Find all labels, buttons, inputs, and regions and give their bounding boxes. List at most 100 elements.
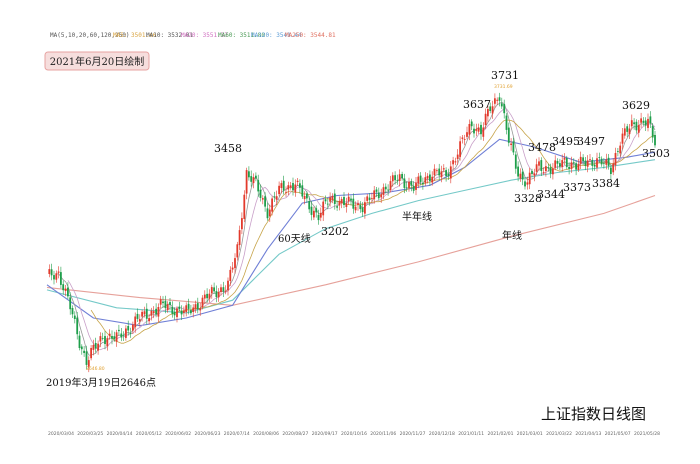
candle <box>607 154 610 170</box>
candle-body <box>187 303 190 309</box>
candle-body <box>132 324 134 331</box>
candle <box>308 196 311 213</box>
candle <box>463 134 466 146</box>
candle-body <box>640 118 642 123</box>
candle-body <box>642 120 645 123</box>
candle <box>238 225 241 251</box>
candle-body <box>542 172 545 173</box>
candle-body <box>285 191 287 193</box>
candle <box>514 151 517 174</box>
candle-body <box>78 335 81 348</box>
candle <box>57 266 60 279</box>
candle <box>101 332 104 341</box>
candle-body <box>533 173 536 176</box>
candle-body <box>155 308 157 315</box>
candle <box>71 305 74 318</box>
candle <box>596 152 598 172</box>
candle-body <box>456 154 459 159</box>
candle-body <box>92 345 95 350</box>
candle <box>442 164 445 173</box>
candle-body <box>183 310 185 313</box>
candle-body <box>491 106 494 114</box>
candle-body <box>287 185 290 190</box>
candle-body <box>180 310 183 315</box>
candle <box>245 167 248 200</box>
candle-body <box>605 159 608 165</box>
candle <box>500 97 503 109</box>
candle <box>484 108 487 130</box>
candle-body <box>213 287 215 292</box>
candle-body <box>125 328 127 338</box>
candle <box>424 172 427 186</box>
candle <box>375 187 378 198</box>
candle <box>278 181 280 197</box>
x-tick-label: 2020/07/14 <box>224 431 250 437</box>
candle <box>540 157 543 176</box>
ma20-line <box>90 119 656 344</box>
candle-body <box>241 218 243 230</box>
candle <box>264 192 266 212</box>
candle-body <box>152 311 155 313</box>
candle-body <box>596 158 598 168</box>
candle <box>203 290 206 304</box>
candle-body <box>586 160 589 167</box>
candle <box>452 156 454 170</box>
candle <box>194 300 197 313</box>
candle-body <box>528 172 531 185</box>
candle <box>491 100 494 119</box>
candle <box>234 253 236 274</box>
candle-body <box>97 343 99 351</box>
candle-body <box>401 174 403 179</box>
candle-body <box>364 202 366 214</box>
candle <box>633 118 635 130</box>
candle <box>183 306 185 317</box>
candle <box>352 193 355 214</box>
candle <box>229 266 232 286</box>
candle <box>60 266 62 289</box>
candle-body <box>591 159 594 166</box>
candle-body <box>600 158 603 165</box>
label-year-line: 年线 <box>502 229 522 242</box>
candle-body <box>201 297 204 308</box>
candle <box>456 149 459 165</box>
candle-body <box>408 181 410 188</box>
candle-body <box>206 293 208 299</box>
candle <box>470 119 473 131</box>
candle <box>468 119 471 141</box>
label-3202: 3202 <box>321 225 349 238</box>
candle-body <box>424 177 427 183</box>
candle <box>259 184 262 202</box>
candle <box>466 126 468 140</box>
candle <box>377 187 380 201</box>
candle-body <box>252 177 255 184</box>
label-3503: 3503 <box>642 147 670 160</box>
candle-body <box>526 182 529 185</box>
label-3478: 3478 <box>528 141 556 154</box>
candle-body <box>505 115 508 130</box>
label-3384: 3384 <box>592 177 620 190</box>
candle <box>415 177 417 196</box>
candle <box>92 339 95 356</box>
candle <box>475 123 478 137</box>
candle-body <box>340 199 343 204</box>
candle-body <box>173 312 176 316</box>
candle-body <box>503 104 506 114</box>
candle-body <box>477 127 480 132</box>
candle <box>287 181 290 195</box>
candle <box>503 99 506 119</box>
candle <box>343 192 345 208</box>
ma-line-0 <box>46 194 656 306</box>
candle <box>196 297 199 314</box>
candle <box>336 200 338 211</box>
candle-body <box>329 197 331 202</box>
candle-body <box>141 311 143 317</box>
candle-body <box>210 287 213 294</box>
candle <box>498 92 501 107</box>
candle <box>138 314 141 327</box>
candle-body <box>118 329 120 332</box>
candle-body <box>626 126 629 132</box>
candle-body <box>568 166 570 169</box>
x-tick-label: 2020/08/27 <box>282 431 308 437</box>
candle-body <box>559 163 561 167</box>
candle-body <box>442 168 445 170</box>
